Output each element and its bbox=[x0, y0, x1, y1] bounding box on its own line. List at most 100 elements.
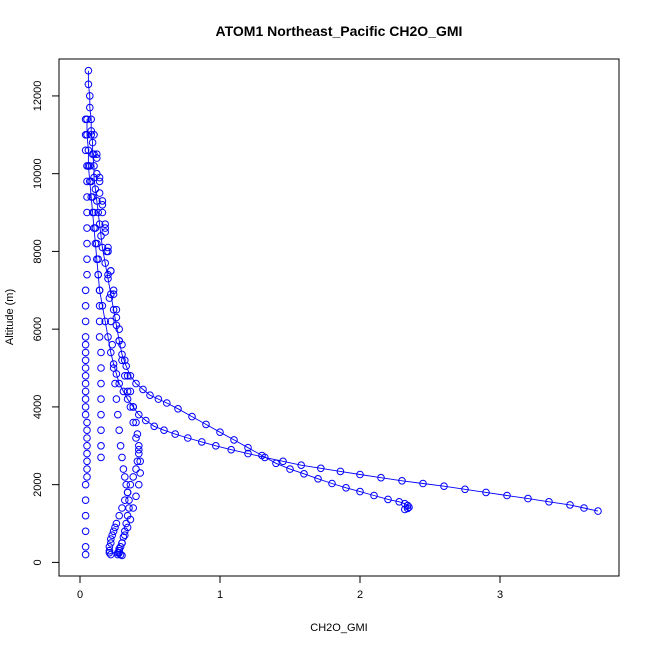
data-point bbox=[97, 442, 105, 450]
data-point bbox=[105, 543, 114, 551]
data-point bbox=[123, 395, 132, 403]
data-point bbox=[342, 484, 350, 492]
y-axis-label: Altitude (m) bbox=[4, 289, 16, 345]
data-point bbox=[98, 208, 107, 217]
data-point bbox=[108, 340, 116, 349]
data-point bbox=[93, 154, 101, 162]
data-point bbox=[566, 501, 574, 509]
data-point bbox=[97, 395, 105, 403]
data-point bbox=[101, 224, 109, 232]
data-point bbox=[93, 150, 101, 158]
data-point bbox=[81, 340, 90, 349]
data-point bbox=[97, 453, 105, 462]
data-point bbox=[314, 475, 322, 483]
data-point bbox=[121, 356, 129, 365]
y-tick-label: 2000 bbox=[32, 472, 44, 496]
data-point bbox=[135, 445, 143, 454]
data-point bbox=[136, 457, 144, 466]
data-point bbox=[154, 395, 163, 403]
data-point bbox=[98, 302, 107, 310]
y-tick-label: 6000 bbox=[32, 317, 44, 341]
y-tick-label: 0 bbox=[32, 559, 44, 565]
y-tick-label: 10000 bbox=[32, 158, 44, 189]
data-point bbox=[118, 504, 126, 512]
data-point bbox=[94, 208, 102, 217]
data-point bbox=[83, 426, 91, 435]
data-point bbox=[336, 467, 345, 476]
data-point bbox=[97, 348, 105, 357]
data-point bbox=[227, 445, 235, 454]
data-point bbox=[94, 270, 102, 279]
data-point bbox=[118, 350, 126, 359]
data-point bbox=[135, 480, 143, 489]
data-point bbox=[93, 197, 101, 205]
data-point bbox=[121, 473, 129, 481]
y-tick-label: 4000 bbox=[32, 395, 44, 419]
data-point bbox=[98, 197, 107, 205]
data-point bbox=[244, 443, 252, 452]
data-point bbox=[123, 523, 132, 532]
data-point bbox=[279, 457, 287, 466]
data-point bbox=[440, 482, 448, 491]
data-point bbox=[81, 302, 90, 310]
data-point bbox=[129, 504, 137, 512]
x-axis: 0 1 2 3 bbox=[77, 575, 503, 601]
data-point bbox=[121, 531, 129, 540]
data-point bbox=[104, 274, 112, 283]
data-point bbox=[81, 372, 90, 380]
data-point bbox=[97, 379, 105, 388]
series-3 bbox=[81, 115, 91, 559]
data-point bbox=[129, 473, 137, 481]
data-point bbox=[119, 465, 128, 473]
data-point bbox=[112, 370, 121, 378]
data-point bbox=[101, 317, 109, 326]
data-point bbox=[98, 201, 107, 209]
data-point bbox=[202, 420, 210, 429]
data-point bbox=[135, 410, 143, 419]
data-point bbox=[123, 488, 132, 497]
data-point bbox=[122, 362, 130, 370]
data-point bbox=[81, 379, 90, 388]
series-7 bbox=[93, 150, 144, 559]
data-point bbox=[401, 505, 409, 514]
data-point bbox=[104, 243, 112, 252]
data-point bbox=[184, 434, 192, 442]
data-point bbox=[118, 453, 126, 462]
data-point bbox=[126, 515, 135, 524]
data-point bbox=[107, 550, 115, 559]
data-point bbox=[286, 465, 294, 473]
data-point bbox=[356, 470, 364, 479]
data-point bbox=[84, 146, 93, 155]
data-point bbox=[81, 480, 90, 489]
data-point bbox=[118, 356, 126, 365]
data-point bbox=[88, 193, 97, 201]
data-point bbox=[122, 519, 130, 528]
data-point bbox=[328, 479, 336, 488]
data-point bbox=[398, 477, 406, 485]
data-point bbox=[94, 255, 102, 264]
data-point bbox=[216, 428, 224, 437]
data-point bbox=[135, 442, 143, 450]
data-point bbox=[123, 387, 132, 396]
data-point bbox=[118, 551, 126, 560]
data-point bbox=[81, 511, 90, 520]
data-point bbox=[84, 66, 93, 75]
data-point bbox=[212, 442, 220, 450]
data-point bbox=[101, 220, 109, 228]
data-point bbox=[93, 239, 101, 248]
series-1 bbox=[84, 66, 413, 514]
chart-title: ATOM1 Northeast_Pacific CH2O_GMI bbox=[216, 23, 463, 39]
data-point bbox=[98, 243, 107, 252]
data-point bbox=[83, 465, 91, 473]
data-point bbox=[81, 115, 90, 124]
data-point bbox=[198, 438, 206, 446]
data-point bbox=[188, 412, 196, 421]
data-point bbox=[126, 387, 135, 396]
data-point bbox=[115, 325, 123, 334]
data-point bbox=[91, 185, 100, 193]
data-point bbox=[83, 270, 91, 279]
data-point bbox=[107, 317, 115, 326]
series-4 bbox=[86, 162, 105, 462]
data-point bbox=[109, 364, 118, 372]
data-point bbox=[107, 535, 115, 543]
